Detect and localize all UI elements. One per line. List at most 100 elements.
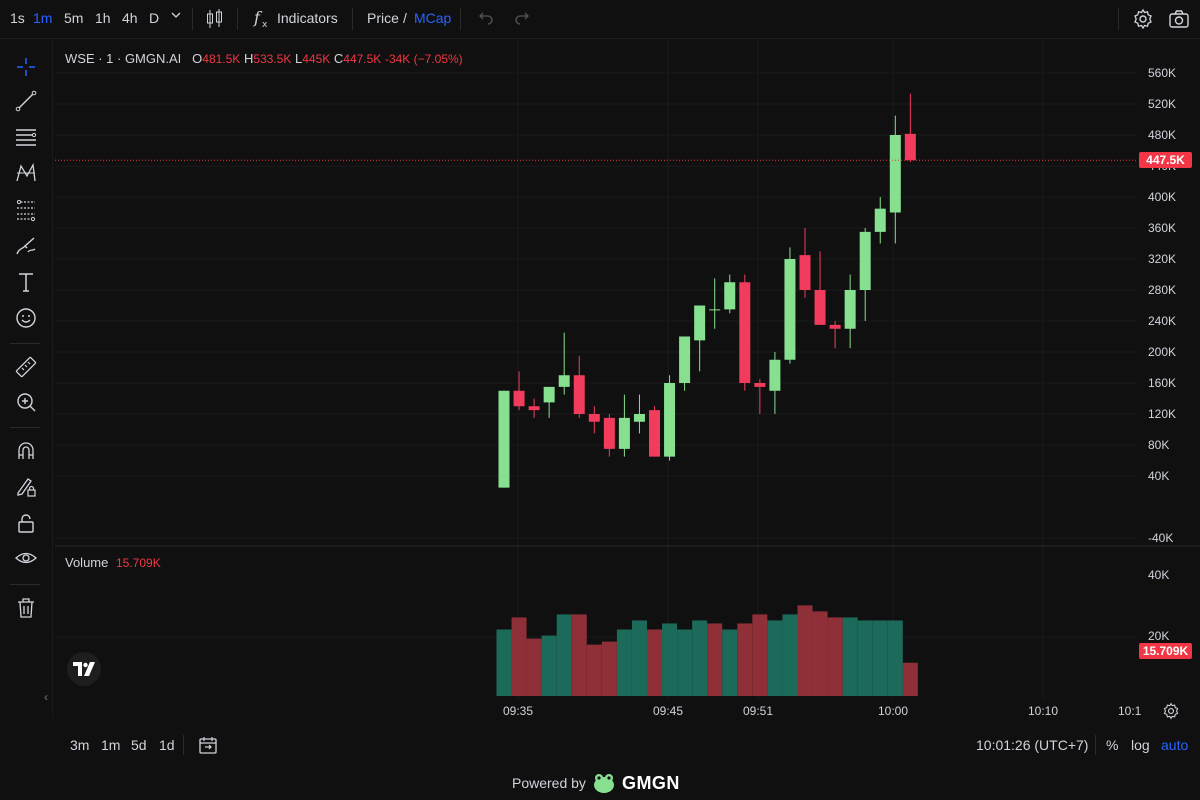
- candle-body: [543, 386, 555, 403]
- price-axis-label: 160K: [1148, 376, 1177, 390]
- volume-bar: [677, 629, 693, 696]
- range-5d[interactable]: 5d: [131, 737, 147, 753]
- open-value: 481.5K: [202, 52, 241, 66]
- volume-bar: [812, 611, 828, 696]
- pattern-icon[interactable]: [12, 159, 40, 187]
- fib-retracement-icon[interactable]: [12, 196, 40, 224]
- gear-icon[interactable]: [1132, 8, 1154, 33]
- volume-bar: [767, 620, 783, 696]
- candle-body: [603, 417, 615, 449]
- volume-bar: [872, 620, 888, 696]
- trash-icon[interactable]: [12, 594, 40, 622]
- volume-bar: [556, 614, 572, 696]
- ruler-icon[interactable]: [12, 353, 40, 381]
- bottom-separator-2: [1095, 735, 1096, 755]
- volume-bar: [541, 635, 557, 696]
- text-icon[interactable]: [12, 268, 40, 296]
- price-axis-label: 480K: [1148, 128, 1177, 142]
- price-axis-label: 560K: [1148, 66, 1177, 80]
- price-axis-label: 80K: [1148, 438, 1170, 452]
- price-toggle[interactable]: Price: [367, 10, 399, 26]
- volume-label: Volume: [65, 555, 109, 570]
- gmgn-brand: GMGN: [621, 772, 680, 793]
- zoom-in-icon[interactable]: [12, 388, 40, 416]
- price-axis-label: -40K: [1148, 531, 1174, 545]
- eye-icon[interactable]: [12, 544, 40, 572]
- price-axis-label: 280K: [1148, 283, 1177, 297]
- powered-by-text: Powered by: [512, 775, 586, 791]
- svg-text:x: x: [262, 20, 268, 29]
- candle-body: [784, 259, 796, 360]
- candlestick-icon[interactable]: [205, 8, 225, 33]
- price-mcap-separator: /: [403, 10, 407, 26]
- candle-body: [754, 383, 766, 387]
- crosshair-icon[interactable]: [12, 53, 40, 81]
- volume-bar: [586, 644, 602, 696]
- auto-toggle[interactable]: auto: [1161, 737, 1189, 753]
- redo-icon[interactable]: [514, 11, 530, 28]
- emoji-icon[interactable]: [12, 304, 40, 332]
- collapse-toolbar-icon[interactable]: ‹: [44, 690, 48, 704]
- drawing-toolbar: ‹: [0, 38, 53, 718]
- interval-1m[interactable]: 1m: [33, 10, 53, 26]
- candle-body: [769, 359, 781, 391]
- candle-body: [573, 375, 585, 414]
- volume-bar: [842, 617, 858, 696]
- tradingview-logo-icon[interactable]: [67, 652, 101, 686]
- range-1m[interactable]: 1m: [101, 737, 121, 753]
- indicators-button[interactable]: Indicators: [277, 10, 338, 26]
- lock-icon[interactable]: [12, 509, 40, 537]
- price-axis-label: 240K: [1148, 314, 1177, 328]
- magnet-icon[interactable]: [12, 437, 40, 465]
- brush-icon[interactable]: [12, 232, 40, 260]
- interval-1h[interactable]: 1h: [95, 10, 111, 26]
- price-axis-label: 400K: [1148, 190, 1177, 204]
- interval-D[interactable]: D: [149, 10, 160, 26]
- time-axis-label: 10:1: [1118, 704, 1142, 718]
- candle-body: [904, 133, 916, 161]
- horizontal-lines-icon[interactable]: [12, 123, 40, 151]
- low-value: 445K: [302, 52, 331, 66]
- undo-icon[interactable]: [478, 11, 494, 28]
- interval-4h[interactable]: 4h: [122, 10, 138, 26]
- candle-body: [498, 390, 510, 488]
- volume-bar: [737, 623, 753, 696]
- volume-bar: [887, 620, 903, 696]
- volume-bar: [827, 617, 843, 696]
- log-toggle[interactable]: log: [1131, 737, 1150, 753]
- volume-bar: [782, 614, 798, 696]
- volume-bar: [616, 629, 632, 696]
- candle-body: [694, 305, 706, 341]
- interval-5m[interactable]: 5m: [64, 10, 84, 26]
- candles: [498, 93, 916, 488]
- ohlc-legend: WSE · 1 · GMGN.AI O481.5K H533.5K L445K …: [65, 51, 463, 66]
- frog-logo-icon: [593, 774, 614, 793]
- volume-bar: [571, 614, 587, 696]
- range-3m[interactable]: 3m: [70, 737, 90, 753]
- mcap-toggle[interactable]: MCap: [414, 10, 452, 26]
- time-axis-label: 09:45: [653, 704, 684, 718]
- percent-toggle[interactable]: %: [1106, 737, 1119, 753]
- interval-1s[interactable]: 1s: [10, 10, 25, 26]
- candle-body: [679, 336, 691, 383]
- time-axis-label: 10:10: [1028, 704, 1059, 718]
- volume-legend: Volume 15.709K: [65, 555, 161, 570]
- symbol-title[interactable]: WSE · 1 · GMGN.AI: [65, 51, 182, 66]
- camera-icon[interactable]: [1168, 9, 1190, 32]
- axis-settings-icon[interactable]: [1162, 702, 1180, 725]
- volume-value: 15.709K: [116, 556, 161, 570]
- chevron-down-icon[interactable]: [170, 8, 182, 24]
- bottom-separator: [183, 735, 184, 755]
- time-axis-label: 09:51: [743, 704, 774, 718]
- candle-body: [664, 383, 676, 457]
- date-range-icon[interactable]: [198, 735, 218, 758]
- price-axis-label: 120K: [1148, 407, 1177, 421]
- clock-time[interactable]: 10:01:26 (UTC+7): [976, 737, 1089, 753]
- lock-drawing-icon[interactable]: [12, 473, 40, 501]
- volume-axis-label: 20K: [1148, 628, 1170, 643]
- trend-line-icon[interactable]: [12, 87, 40, 115]
- range-1d[interactable]: 1d: [159, 737, 175, 753]
